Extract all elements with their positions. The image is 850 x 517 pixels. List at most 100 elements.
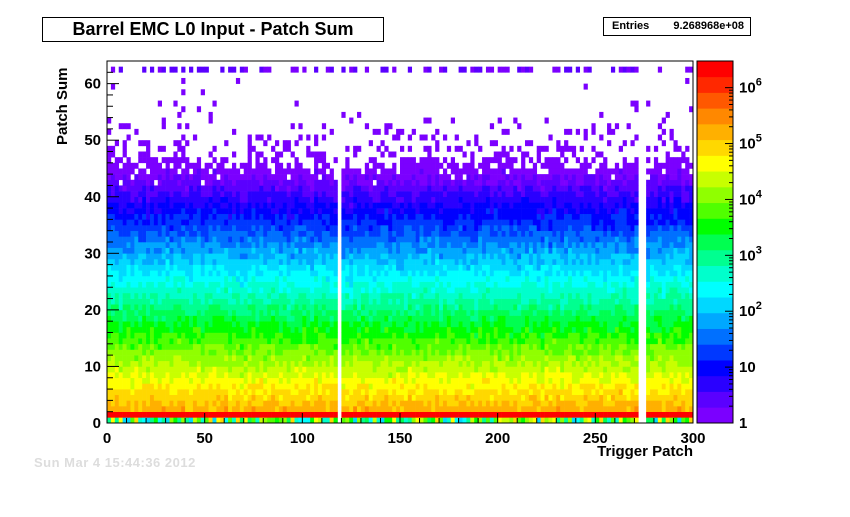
heatmap-cell [462, 196, 467, 203]
heatmap-cell [267, 377, 272, 384]
heatmap-cell [345, 275, 350, 282]
heatmap-cell [423, 202, 428, 209]
heatmap-cell [169, 321, 174, 328]
heatmap-cell [302, 174, 307, 181]
heatmap-cell [427, 174, 432, 181]
heatmap-cell [442, 174, 448, 181]
heatmap-cell [220, 275, 225, 282]
heatmap-cell [450, 219, 455, 226]
heatmap-cell [349, 253, 354, 260]
heatmap-cell [357, 208, 362, 215]
heatmap-cell [357, 225, 362, 231]
heatmap-cell [247, 281, 252, 288]
heatmap-cell [282, 417, 288, 424]
heatmap-cell [208, 298, 213, 305]
heatmap-cell [142, 174, 147, 181]
heatmap-cell [384, 332, 389, 339]
heatmap-cell [185, 258, 190, 265]
heatmap-cell [267, 275, 272, 282]
heatmap-cell [185, 304, 190, 311]
heatmap-cell [392, 225, 397, 231]
heatmap-cell [169, 377, 174, 384]
heatmap-cell [431, 225, 436, 231]
heatmap-cell [251, 145, 256, 152]
heatmap-cell [341, 389, 346, 396]
heatmap-cell [278, 275, 284, 282]
heatmap-cell [271, 349, 276, 356]
heatmap-cell [310, 185, 315, 192]
heatmap-cell [126, 196, 131, 203]
heatmap-cell [482, 219, 487, 226]
heatmap-cell [466, 298, 471, 305]
heatmap-cell [396, 270, 401, 277]
heatmap-cell [431, 219, 436, 226]
heatmap-cell [169, 349, 174, 356]
heatmap-cell [173, 309, 178, 316]
heatmap-cell [353, 174, 358, 181]
heatmap-cell [200, 394, 205, 401]
heatmap-cell [470, 417, 475, 424]
heatmap-cell [458, 292, 463, 299]
heatmap-cell [341, 111, 346, 118]
heatmap-cell [243, 343, 248, 350]
heatmap-cell [376, 247, 381, 254]
heatmap-cell [196, 377, 202, 384]
heatmap-cell [462, 213, 467, 220]
heatmap-cell [216, 406, 221, 412]
heatmap-cell [489, 332, 495, 339]
heatmap-cell [278, 196, 284, 203]
heatmap-cell [255, 213, 260, 220]
heatmap-cell [294, 196, 299, 203]
heatmap-cell [251, 202, 256, 209]
heatmap-cell [493, 315, 498, 322]
heatmap-cell [306, 258, 311, 265]
heatmap-cell [450, 213, 455, 220]
heatmap-cell [310, 304, 315, 311]
heatmap-cell [321, 174, 327, 181]
heatmap-cell [165, 168, 170, 175]
heatmap-cell [442, 321, 448, 328]
heatmap-cell [118, 394, 123, 401]
heatmap-cell [353, 258, 358, 265]
heatmap-cell [317, 321, 323, 328]
heatmap-cell [169, 213, 174, 220]
heatmap-cell [435, 168, 440, 175]
heatmap-cell [493, 202, 498, 209]
heatmap-cell [310, 208, 315, 215]
heatmap-cell [267, 179, 272, 186]
heatmap-cell [278, 417, 284, 424]
heatmap-cell [384, 281, 389, 288]
heatmap-cell [474, 343, 479, 350]
heatmap-cell [173, 394, 178, 401]
heatmap-cell [415, 258, 420, 265]
heatmap-cell [263, 162, 268, 169]
heatmap-cell [232, 287, 237, 294]
heatmap-cell [357, 315, 362, 322]
heatmap-cell [321, 332, 327, 339]
heatmap-cell [411, 247, 416, 254]
heatmap-cell [497, 151, 502, 158]
heatmap-cell [294, 366, 299, 373]
heatmap-cell [349, 275, 354, 282]
heatmap-cell [349, 326, 354, 333]
heatmap-cell [450, 349, 455, 356]
heatmap-cell [267, 208, 272, 215]
heatmap-cell [110, 315, 116, 322]
heatmap-cell [372, 213, 377, 220]
heatmap-cell [345, 196, 350, 203]
heatmap-cell [509, 315, 514, 322]
heatmap-cell [181, 174, 186, 181]
heatmap-cell [435, 287, 440, 294]
heatmap-cell [138, 236, 143, 243]
heatmap-cell [478, 343, 483, 350]
heatmap-cell [380, 179, 385, 186]
heatmap-cell [388, 377, 393, 384]
heatmap-cell [212, 292, 217, 299]
heatmap-cell [446, 298, 452, 305]
heatmap-cell [290, 270, 295, 277]
heatmap-cell [298, 394, 303, 401]
heatmap-cell [220, 213, 225, 220]
heatmap-cell [485, 411, 491, 418]
heatmap-cell [153, 275, 159, 282]
heatmap-cell [204, 213, 209, 220]
